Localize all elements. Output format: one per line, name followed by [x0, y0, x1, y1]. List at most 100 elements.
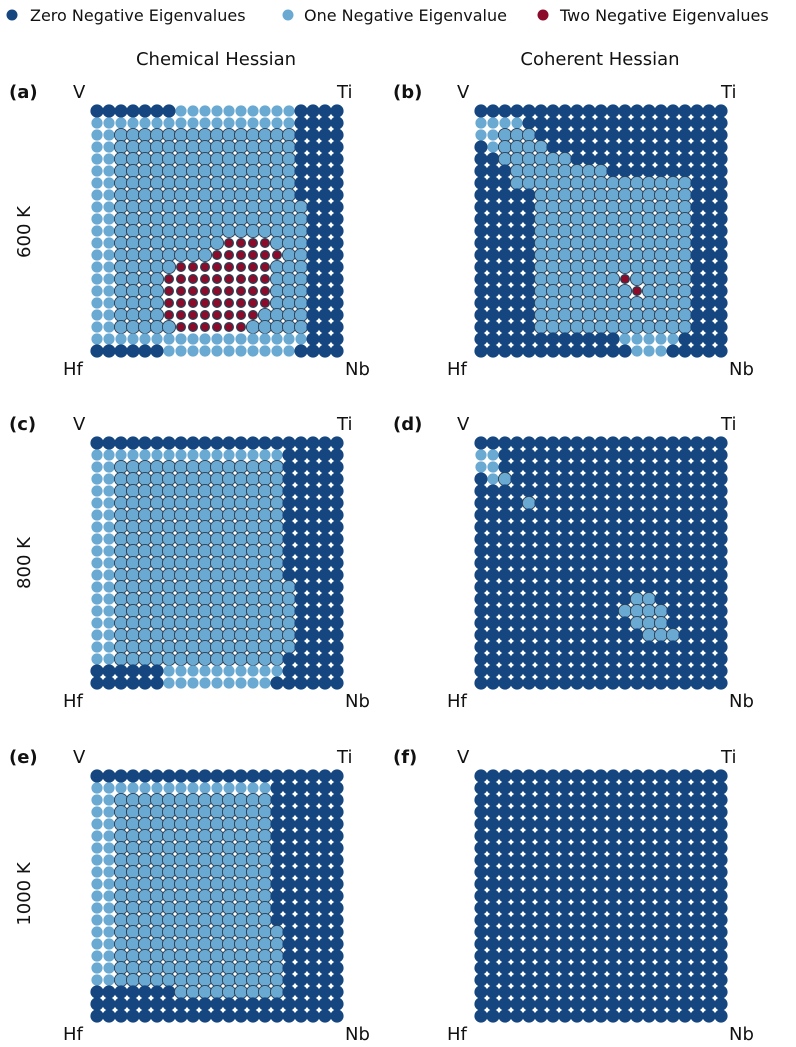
- grid-dot: [91, 521, 103, 533]
- grid-dot: [582, 332, 596, 346]
- grid-dot: [245, 591, 261, 607]
- grid-dot: [197, 984, 213, 1000]
- grid-dot: [702, 628, 716, 642]
- grid-dot: [665, 235, 681, 251]
- grid-dot: [534, 508, 548, 522]
- grid-dot: [330, 176, 344, 190]
- grid-dot: [702, 236, 716, 250]
- grid-dot: [281, 319, 297, 335]
- grid-dot: [127, 449, 139, 461]
- grid-dot: [486, 913, 500, 927]
- grid-dot: [558, 544, 572, 558]
- grid-dot: [199, 449, 211, 461]
- grid-dot: [582, 604, 596, 618]
- grid-dot: [91, 842, 103, 854]
- grid-dot: [618, 985, 632, 999]
- grid-dot: [498, 985, 512, 999]
- grid-dot: [91, 782, 103, 794]
- grid-dot: [90, 985, 104, 999]
- grid-dot: [677, 223, 693, 239]
- grid-dot: [221, 864, 237, 880]
- grid-dot: [175, 105, 187, 117]
- grid-dot: [330, 781, 344, 795]
- grid-dot: [330, 568, 344, 582]
- grid-dot: [474, 829, 488, 843]
- grid-dot: [678, 913, 692, 927]
- grid-dot: [161, 471, 177, 487]
- grid-dot: [582, 532, 596, 546]
- grid-dot: [522, 961, 536, 975]
- grid-dot: [714, 532, 728, 546]
- grid-dot: [270, 805, 284, 819]
- grid-dot: [173, 211, 189, 227]
- grid-dot: [306, 937, 320, 951]
- grid-dot: [282, 544, 296, 558]
- grid-dot: [606, 949, 620, 963]
- grid-dot: [643, 333, 655, 345]
- grid-dot: [510, 901, 524, 915]
- grid-dot: [149, 271, 165, 287]
- grid-dot: [486, 544, 500, 558]
- grid-dot: [149, 531, 165, 547]
- grid-dot: [678, 344, 692, 358]
- grid-dot: [269, 459, 285, 475]
- grid-dot: [137, 924, 153, 940]
- grid-dot: [606, 128, 620, 142]
- grid-dot: [486, 973, 500, 987]
- grid-dot: [474, 985, 488, 999]
- grid-dot: [294, 841, 308, 855]
- grid-dot: [617, 235, 633, 251]
- grid-dot: [200, 274, 211, 285]
- grid-dot: [666, 556, 680, 570]
- grid-dot: [702, 212, 716, 226]
- grid-dot: [690, 484, 704, 498]
- grid-dot: [534, 997, 548, 1011]
- grid-dot: [558, 128, 572, 142]
- grid-dot: [330, 296, 344, 310]
- grid-dot: [702, 877, 716, 891]
- grid-dot: [149, 319, 165, 335]
- grid-dot: [330, 652, 344, 666]
- grid-dot: [210, 1009, 224, 1023]
- grid-dot: [677, 235, 693, 251]
- grid-dot: [113, 816, 129, 832]
- grid-dot: [654, 961, 668, 975]
- grid-dot: [138, 436, 152, 450]
- grid-dot: [654, 877, 668, 891]
- grid-dot: [714, 781, 728, 795]
- grid-dot: [199, 105, 211, 117]
- grid-dot: [137, 127, 153, 143]
- grid-dot: [185, 852, 201, 868]
- grid-dot: [245, 127, 261, 143]
- grid-dot: [185, 459, 201, 475]
- grid-dot: [137, 579, 153, 595]
- grid-dot: [618, 949, 632, 963]
- grid-dot: [642, 664, 656, 678]
- grid-dot: [282, 556, 296, 570]
- grid-dot: [185, 139, 201, 155]
- grid-dot: [125, 603, 141, 619]
- grid-dot: [150, 985, 164, 999]
- grid-dot: [545, 271, 561, 287]
- grid-dot: [606, 484, 620, 498]
- grid-dot: [654, 568, 668, 582]
- grid-dot: [236, 322, 247, 333]
- grid-dot: [197, 591, 213, 607]
- grid-dot: [211, 333, 223, 345]
- grid-dot: [714, 344, 728, 358]
- grid-dot: [330, 460, 344, 474]
- grid-dot: [282, 997, 296, 1011]
- grid-dot: [210, 769, 224, 783]
- grid-dot: [176, 262, 187, 273]
- grid-dot: [702, 937, 716, 951]
- grid-dot: [209, 603, 225, 619]
- grid-dot: [281, 199, 297, 215]
- grid-dot: [221, 483, 237, 499]
- grid-dot: [666, 508, 680, 522]
- grid-dot: [582, 128, 596, 142]
- grid-dot: [282, 769, 296, 783]
- grid-dot: [294, 496, 308, 510]
- grid-dot: [618, 104, 632, 118]
- grid-dot: [558, 793, 572, 807]
- grid-dot: [605, 283, 621, 299]
